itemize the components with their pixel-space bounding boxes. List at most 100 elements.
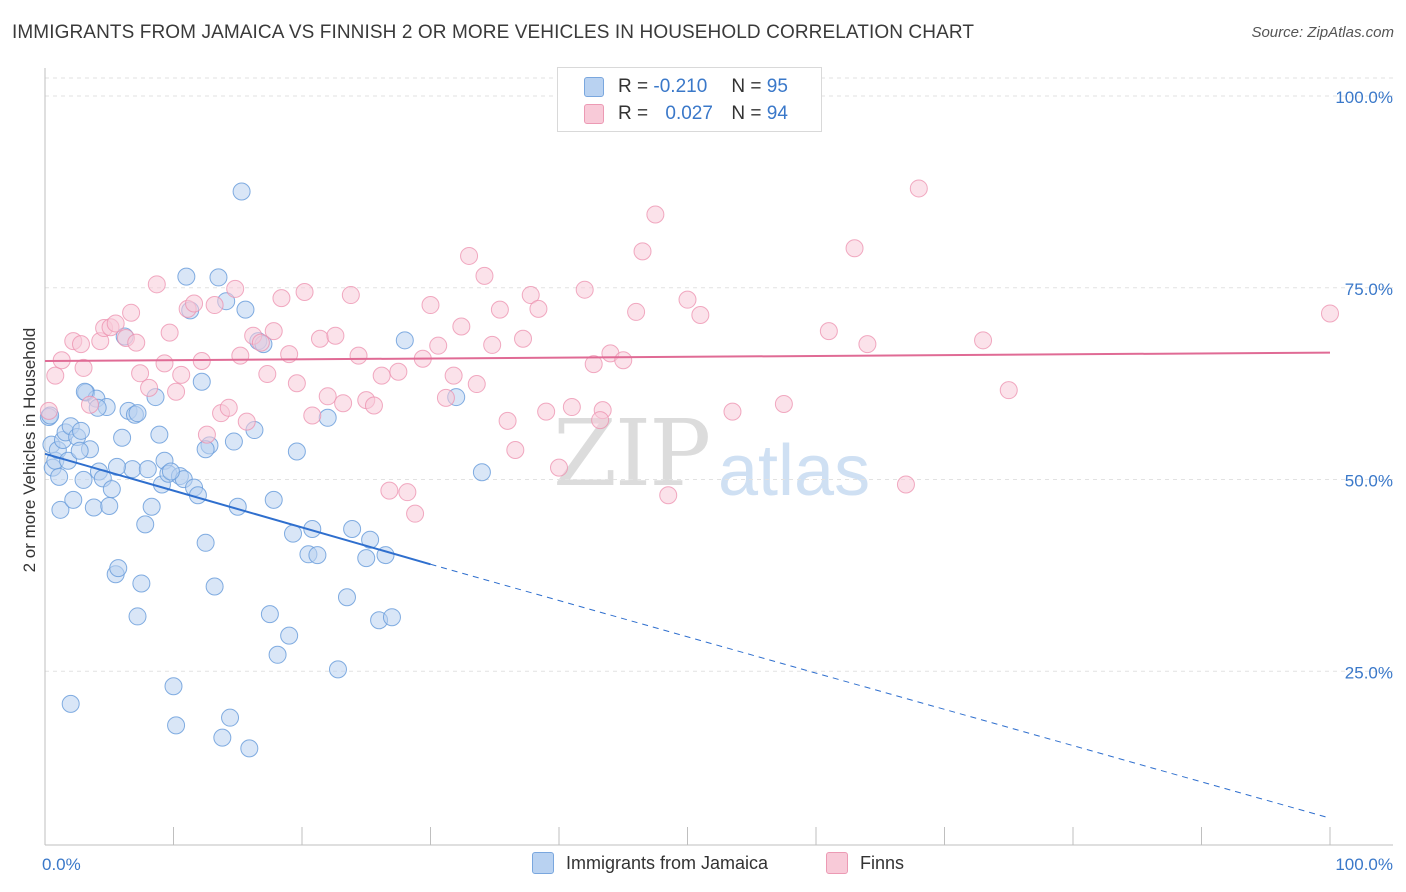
data-point-finns xyxy=(167,382,186,401)
data-point-jamaica xyxy=(361,530,380,549)
source-label: Source: ZipAtlas.com xyxy=(1251,24,1394,41)
data-point-finns xyxy=(197,425,216,444)
trend-line-finns xyxy=(44,351,1331,363)
y-tick-label: 25.0% xyxy=(1345,663,1393,682)
trend-lines xyxy=(44,351,1331,819)
data-point-jamaica xyxy=(221,708,240,727)
data-point-jamaica xyxy=(357,549,376,568)
data-point-finns xyxy=(627,302,646,321)
data-point-finns xyxy=(172,365,191,384)
data-point-finns xyxy=(723,402,742,421)
data-point-finns xyxy=(155,354,174,373)
data-point-jamaica xyxy=(100,496,119,515)
data-point-finns xyxy=(389,362,408,381)
bottom-swatch-jamaica xyxy=(532,852,554,874)
data-point-jamaica xyxy=(61,694,80,713)
data-point-finns xyxy=(999,381,1018,400)
data-point-jamaica xyxy=(284,524,303,543)
data-point-finns xyxy=(584,355,603,374)
data-point-finns xyxy=(318,387,337,406)
data-point-finns xyxy=(529,299,548,318)
data-point-finns xyxy=(219,398,238,417)
axes xyxy=(44,68,1393,846)
data-point-finns xyxy=(280,345,299,364)
data-point-finns xyxy=(896,475,915,494)
watermark-atlas: atlas xyxy=(718,431,871,511)
data-point-finns xyxy=(774,394,793,413)
data-point-finns xyxy=(678,290,697,309)
tick-labels: 100.0% 75.0% 50.0% 25.0% 0.0% 100.0% xyxy=(42,88,1393,874)
data-point-finns xyxy=(467,375,486,394)
data-point-finns xyxy=(258,365,277,384)
data-point-jamaica xyxy=(382,608,401,627)
legend-n-label: N = xyxy=(731,76,762,97)
legend-swatch-jamaica xyxy=(584,77,604,97)
y-tick-label: 50.0% xyxy=(1345,472,1393,491)
data-point-jamaica xyxy=(74,470,93,489)
data-point-jamaica xyxy=(209,268,228,287)
legend-n-value: 95 xyxy=(766,76,788,97)
data-point-jamaica xyxy=(150,425,169,444)
data-point-jamaica xyxy=(280,626,299,645)
bottom-legend-finns: Finns xyxy=(826,852,904,874)
data-point-finns xyxy=(372,366,391,385)
data-point-finns xyxy=(483,335,502,354)
data-point-finns xyxy=(490,300,509,319)
data-point-jamaica xyxy=(164,677,183,696)
data-point-finns xyxy=(237,412,256,431)
data-point-finns xyxy=(537,402,556,421)
y-axis-label: 2 or more Vehicles in Household xyxy=(20,327,39,573)
data-point-finns xyxy=(205,296,224,315)
data-point-jamaica xyxy=(128,607,147,626)
legend-row-jamaica: R = -0.210 N = 95 xyxy=(584,76,788,98)
data-point-finns xyxy=(575,280,594,299)
gridlines xyxy=(45,77,1393,672)
data-point-jamaica xyxy=(268,645,287,664)
data-point-jamaica xyxy=(128,404,147,423)
data-point-jamaica xyxy=(123,460,142,479)
trend-line-jamaica-extension xyxy=(430,563,1331,819)
data-point-finns xyxy=(514,329,533,348)
data-point-finns xyxy=(341,286,360,305)
data-point-finns xyxy=(452,317,471,336)
data-point-jamaica xyxy=(64,490,83,509)
data-point-jamaica xyxy=(113,428,132,447)
data-point-finns xyxy=(287,374,306,393)
data-point-finns xyxy=(646,205,665,224)
data-point-finns xyxy=(421,296,440,315)
data-point-jamaica xyxy=(50,467,69,486)
data-point-finns xyxy=(147,275,166,294)
data-point-jamaica xyxy=(308,546,327,565)
legend-r-value: -0.210 xyxy=(653,76,708,97)
data-point-finns xyxy=(974,331,993,350)
data-point-finns xyxy=(310,329,329,348)
data-point-finns xyxy=(398,483,417,502)
data-point-finns xyxy=(160,323,179,342)
data-point-jamaica xyxy=(102,480,121,499)
data-point-jamaica xyxy=(264,490,283,509)
data-point-finns xyxy=(364,396,383,415)
data-point-finns xyxy=(436,388,455,407)
bottom-legend-jamaica: Immigrants from Jamaica xyxy=(532,852,768,874)
data-point-finns xyxy=(562,398,581,417)
data-point-jamaica xyxy=(132,574,151,593)
watermark-zip: ZIP xyxy=(553,400,711,507)
data-point-finns xyxy=(74,358,93,377)
data-point-finns xyxy=(429,336,448,355)
bottom-legend-label-finns: Finns xyxy=(860,852,905,873)
data-point-finns xyxy=(591,411,610,430)
data-point-jamaica xyxy=(287,442,306,461)
data-point-finns xyxy=(71,335,90,354)
data-point-finns xyxy=(272,289,291,308)
data-point-jamaica xyxy=(213,728,232,747)
data-point-jamaica xyxy=(138,460,157,479)
legend-n-label: N = xyxy=(731,103,762,124)
correlation-legend: R = -0.210 N = 95 R = 0.027 N = 94 xyxy=(557,67,822,132)
data-point-jamaica xyxy=(196,533,215,552)
data-point-finns xyxy=(633,242,652,261)
data-point-finns xyxy=(659,486,678,505)
data-point-jamaica xyxy=(51,500,70,519)
bottom-legend-label-jamaica: Immigrants from Jamaica xyxy=(566,852,769,873)
data-point-finns xyxy=(1321,304,1339,323)
